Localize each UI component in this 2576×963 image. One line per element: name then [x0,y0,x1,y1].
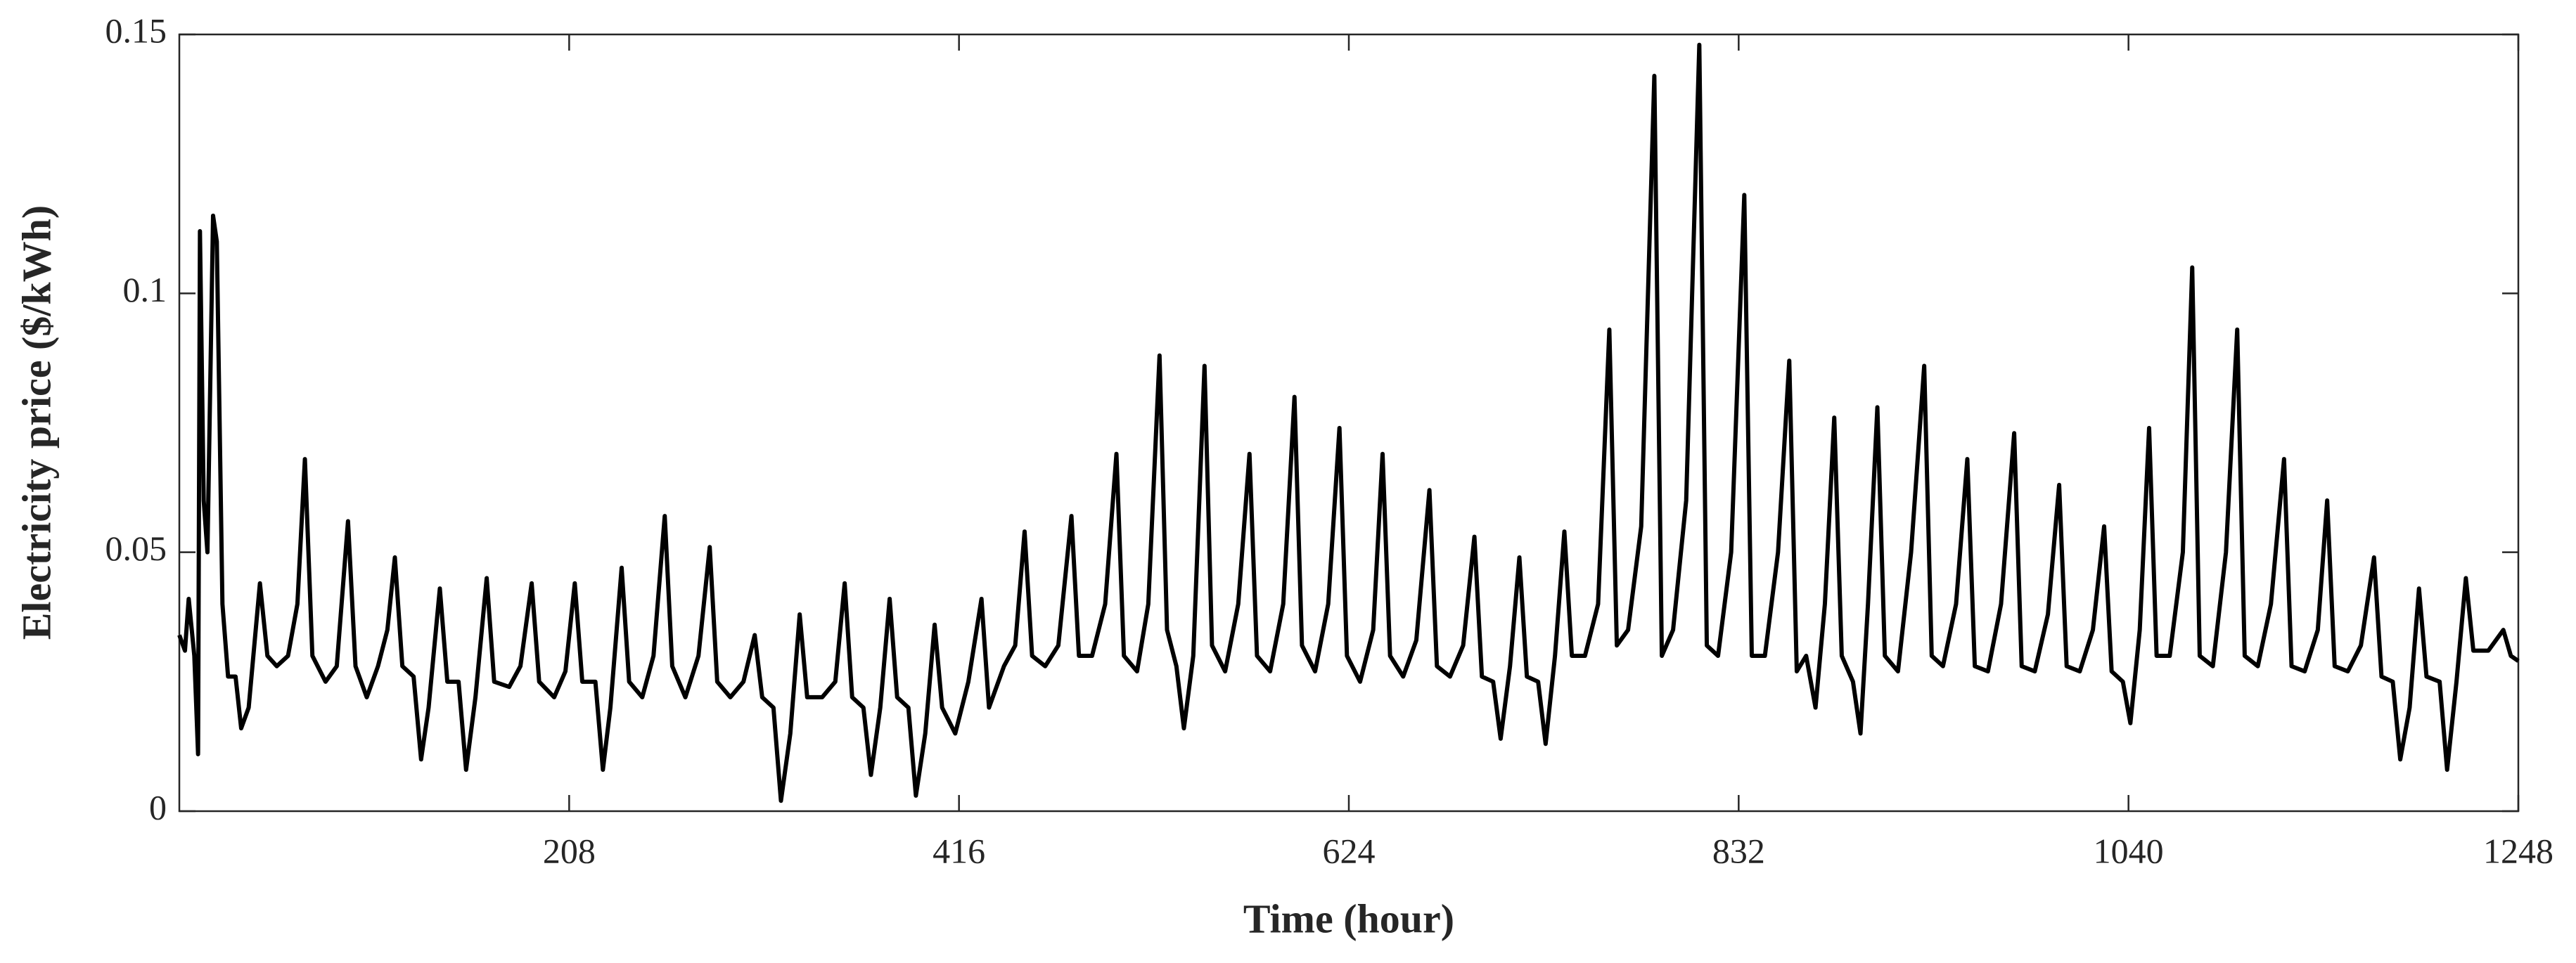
x-tick-label: 208 [543,831,596,870]
x-tick-label: 1040 [2094,831,2164,870]
y-tick-label: 0.15 [105,11,167,50]
y-tick-label: 0 [149,787,167,827]
x-axis-label: Time (hour) [1243,896,1454,941]
y-tick-label: 0.05 [105,529,167,568]
plot-frame [178,33,2520,813]
x-tick-label: 416 [933,831,985,870]
price-line [177,42,2520,803]
y-axis-label: Electricity price ($/kWh) [13,205,59,640]
x-tick-label: 832 [1712,831,1765,870]
x-tick-label: 624 [1323,831,1376,870]
x-tick-label: 1248 [2483,831,2553,870]
y-tick-label: 0.1 [123,270,167,309]
